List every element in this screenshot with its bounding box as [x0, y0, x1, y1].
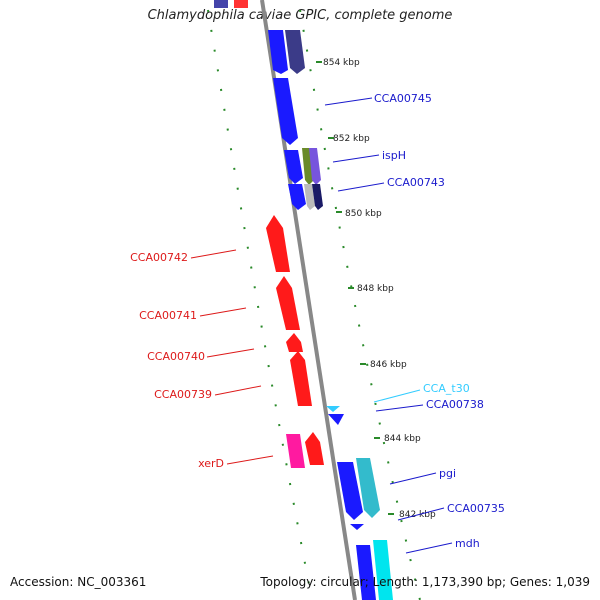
gene-arrow — [266, 215, 290, 272]
genome-summary: Topology: circular; Length: 1,173,390 bp… — [260, 575, 590, 589]
gene-arrow — [373, 540, 393, 600]
scale-tick-label: 854 kbp — [323, 58, 360, 68]
gene-arrow — [286, 434, 305, 468]
gene-label: CCA00743 — [387, 176, 445, 189]
gene-arrow — [356, 458, 380, 518]
gene-arrow — [328, 414, 344, 425]
gene-label: CCA_t30 — [423, 382, 470, 395]
gene-arrow — [350, 524, 364, 530]
map-title: Chlamydophila caviae GPIC, complete geno… — [147, 8, 453, 23]
gene-label: CCA00745 — [374, 92, 432, 105]
scale-tick-label: 844 kbp — [384, 434, 421, 444]
gene-arrow — [268, 30, 288, 74]
gene-label: CCA00738 — [426, 398, 484, 411]
scale-tick-label: 852 kbp — [333, 134, 370, 144]
gene-label: xerD — [198, 457, 224, 470]
gene-label: CCA00742 — [130, 251, 188, 264]
gene-label: ispH — [382, 149, 406, 162]
gene-label: CCA00740 — [147, 350, 205, 363]
gene-arrow — [214, 0, 248, 8]
gene-arrow — [312, 184, 323, 210]
gene-label: mdh — [455, 537, 480, 550]
inner-dotted-guide — [207, 9, 313, 600]
gene-arrow — [288, 184, 306, 210]
accession-label: Accession: NC_003361 — [10, 575, 147, 589]
gene-arrow — [286, 333, 303, 352]
gene-arrow — [276, 276, 300, 330]
gene-label: CCA00741 — [139, 309, 197, 322]
trna-arrow — [326, 406, 340, 412]
gene-arrow — [304, 184, 315, 210]
gene-label: CCA00739 — [154, 388, 212, 401]
gene-label: pgi — [439, 467, 456, 480]
scale-ticks — [316, 61, 394, 515]
scale-tick-label: 848 kbp — [357, 284, 394, 294]
gene-arrow — [273, 78, 298, 145]
gene-arrow — [284, 150, 303, 184]
gene-label: CCA00735 — [447, 502, 505, 515]
gene-arrow — [305, 432, 324, 465]
gene-arrow — [290, 351, 312, 406]
gene-arrow — [285, 30, 305, 74]
scale-tick-label: 846 kbp — [370, 360, 407, 370]
reverse-genes — [266, 215, 324, 468]
gene-arrow — [356, 545, 376, 600]
gene-arrow — [337, 462, 363, 520]
forward-callouts — [324, 97, 453, 554]
scale-tick-label: 850 kbp — [345, 209, 382, 219]
gene-arrow — [309, 148, 321, 185]
forward-genes — [268, 30, 393, 600]
reverse-callouts — [190, 249, 274, 465]
